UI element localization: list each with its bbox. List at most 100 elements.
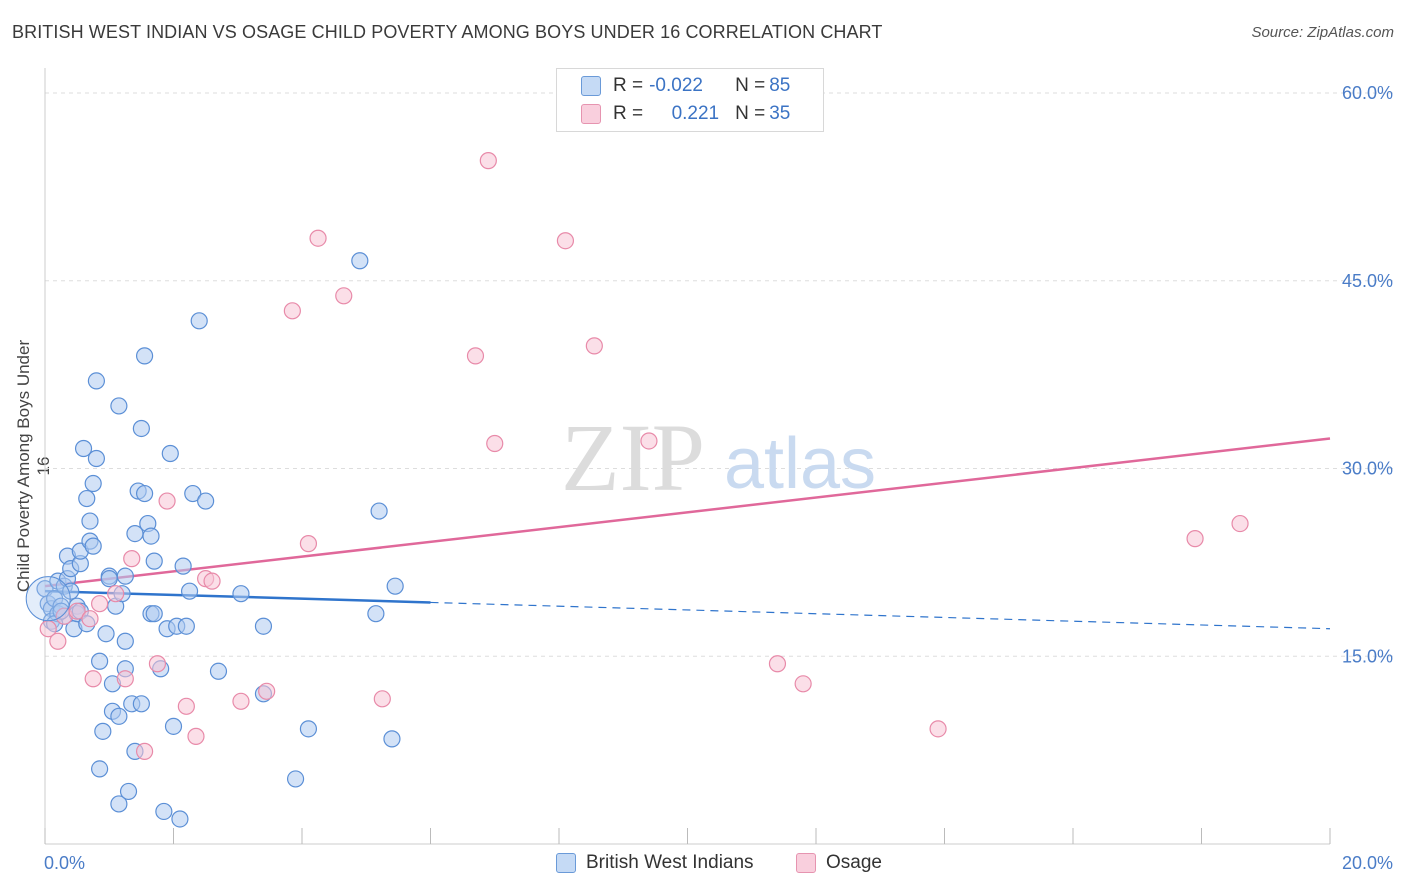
legend-r-value: 0.221 <box>671 103 720 124</box>
british-west-indians-point <box>116 632 134 650</box>
source-label: Source: ZipAtlas.com <box>1251 24 1394 41</box>
y-tick-label: 15.0% <box>1342 646 1393 666</box>
pink-swatch-icon <box>796 853 816 873</box>
british-west-indians-point <box>177 617 195 635</box>
chart-title: BRITISH WEST INDIAN VS OSAGE CHILD POVER… <box>12 22 883 42</box>
british-west-indians-point <box>87 449 106 468</box>
osage-point <box>258 682 276 700</box>
osage-point <box>135 742 154 760</box>
blue-swatch-icon <box>581 76 601 96</box>
british-west-indians-point <box>197 492 215 510</box>
osage-point <box>158 492 176 510</box>
osage-point <box>177 697 195 715</box>
osage-point <box>84 670 102 688</box>
blue-swatch-icon <box>556 853 576 873</box>
british-west-indians-point <box>110 397 128 415</box>
british-west-indians-point <box>254 617 273 635</box>
osage-point <box>49 632 67 650</box>
british-west-indians-point <box>135 347 154 365</box>
british-west-indians-point <box>184 484 202 503</box>
watermark: ZIP atlas <box>561 404 876 511</box>
british-west-indians-point <box>74 439 93 458</box>
pink-swatch-icon <box>581 104 601 124</box>
osage-point <box>1231 514 1249 533</box>
osage-point <box>68 602 86 620</box>
gridlines <box>45 92 1395 657</box>
legend-row-british-west-indians: R = -0.022 N = 85 <box>581 73 790 99</box>
osage-point <box>81 610 99 628</box>
osage-point <box>283 302 301 320</box>
british-west-indians-point <box>383 730 401 748</box>
british-west-indians-point <box>209 662 228 680</box>
british-west-indians-point <box>135 484 154 503</box>
british-west-indians-point <box>190 312 208 330</box>
british-west-indians-point <box>94 722 112 740</box>
legend-row-osage: R = 0.221 N = 35 <box>581 101 790 127</box>
british-west-indians-point <box>142 527 160 545</box>
axes <box>44 68 1331 845</box>
osage-point <box>91 595 109 613</box>
legend-item-osage: Osage <box>796 852 882 874</box>
osage-point <box>768 655 787 673</box>
osage-point <box>309 229 327 247</box>
y-tick-label: 45.0% <box>1342 271 1393 291</box>
legend-n-label: N = <box>735 103 766 124</box>
british-west-indians-point <box>91 652 109 670</box>
british-west-indians-point <box>97 625 115 643</box>
legend-n-value: 85 <box>769 75 791 96</box>
x-tick-label: 0.0% <box>44 853 85 873</box>
british-west-indians-point <box>161 444 179 463</box>
british-west-indians-point <box>367 605 385 623</box>
british-west-indians-point <box>84 537 102 555</box>
british-west-indians-point <box>370 502 388 520</box>
british-west-indians-point <box>78 489 96 508</box>
y-tick-label: 30.0% <box>1342 459 1393 479</box>
osage-point <box>640 432 658 450</box>
british-west-indians-point <box>174 557 192 575</box>
osage-point <box>585 337 603 355</box>
british-west-indians-point <box>164 717 183 735</box>
x-tick-labels: 0.0% 20.0% <box>44 853 1393 873</box>
british-west-indians-point <box>132 419 150 438</box>
y-tick-label: 60.0% <box>1342 83 1393 103</box>
osage-point <box>556 232 575 250</box>
watermark-zip: ZIP <box>561 404 705 511</box>
british-west-indians-point <box>232 585 250 603</box>
british-west-indians-point <box>84 474 102 493</box>
data-points <box>25 152 1249 828</box>
british-west-indians-point <box>132 695 150 713</box>
legend-label: Osage <box>826 852 882 873</box>
british-west-indians-point <box>386 577 404 595</box>
british-west-indians-point <box>110 795 128 813</box>
osage-point <box>466 347 485 365</box>
british-west-indians-point <box>180 582 199 600</box>
british-west-indians-cluster-point <box>25 576 71 622</box>
legend-r-value: -0.022 <box>649 75 703 96</box>
osage-point <box>123 550 141 568</box>
legend-n-value: 35 <box>769 103 791 124</box>
british-west-indians-point <box>119 782 138 801</box>
osage-point <box>148 655 167 673</box>
osage-point <box>187 727 205 745</box>
legend-r-label: R = <box>613 103 644 124</box>
british-west-indians-point <box>351 252 369 270</box>
british-west-indians-point <box>145 605 163 623</box>
osage-trend-line <box>44 437 1331 588</box>
osage-point <box>107 585 125 603</box>
british-west-indians-point <box>116 567 134 585</box>
british-west-indians-point <box>145 552 163 570</box>
osage-point <box>203 572 221 590</box>
british-west-indians-point <box>110 707 128 725</box>
osage-point <box>479 152 497 170</box>
osage-point <box>486 434 504 453</box>
osage-point <box>299 535 318 553</box>
legend-label: British West Indians <box>586 852 754 873</box>
british-west-indians-point <box>286 770 305 788</box>
watermark-atlas: atlas <box>724 424 876 504</box>
british-west-indians-point <box>87 372 106 390</box>
osage-point <box>116 670 134 688</box>
legend-n-label: N = <box>735 75 766 96</box>
legend-r-label: R = <box>613 75 644 96</box>
x-tick-label: 20.0% <box>1342 853 1393 873</box>
